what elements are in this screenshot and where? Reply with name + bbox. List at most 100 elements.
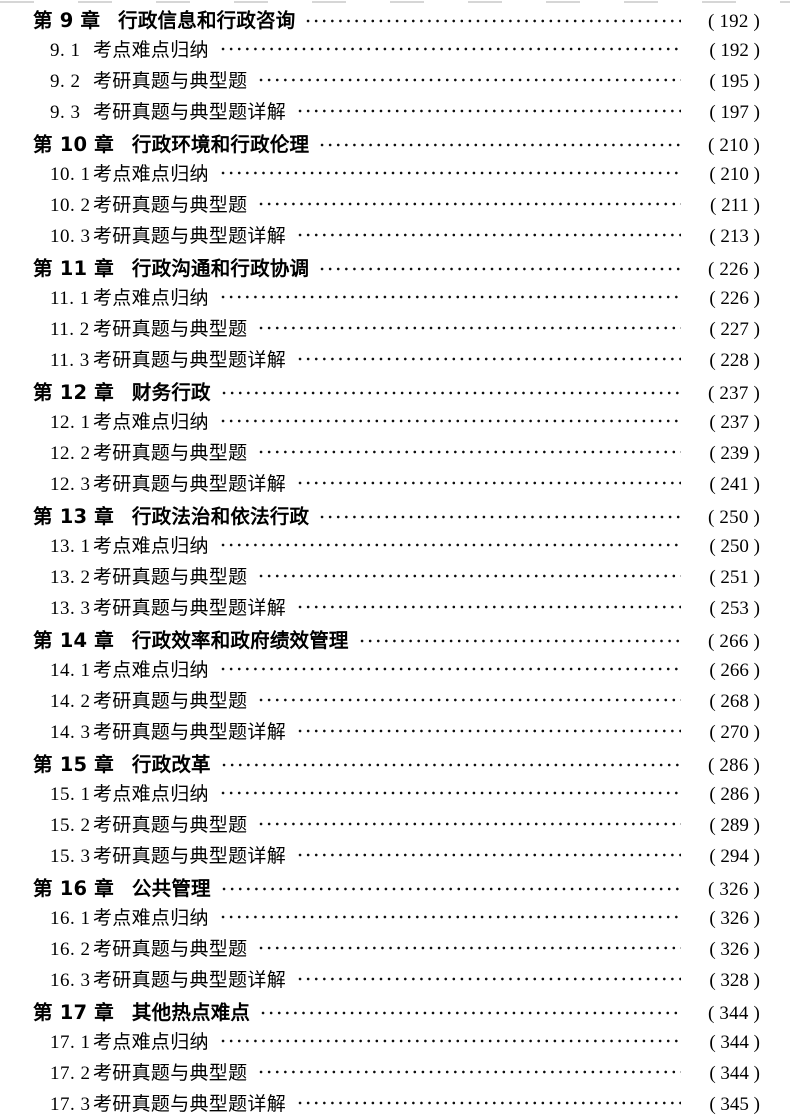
section-page-number: ( 268 ) xyxy=(709,691,760,712)
section-title: 考研真题与典型题详解 xyxy=(93,969,287,991)
dot-leader xyxy=(218,295,681,299)
section-title: 考研真题与典型题 xyxy=(93,70,248,92)
toc-section-row[interactable]: 10. 3 考研真题与典型题详解 ( 213 ) xyxy=(0,221,790,252)
section-title: 考研真题与典型题详解 xyxy=(93,101,287,123)
section-page-number: ( 270 ) xyxy=(709,722,760,743)
section-page-number: ( 237 ) xyxy=(709,412,760,433)
chapter-page-number: ( 192 ) xyxy=(707,11,760,32)
section-number: 9. 1 xyxy=(50,40,81,61)
toc-section-row[interactable]: 17. 3 考研真题与典型题详解 ( 345 ) xyxy=(0,1089,790,1120)
toc-section-row[interactable]: 13. 3 考研真题与典型题详解 ( 253 ) xyxy=(0,593,790,624)
section-title: 考研真题与典型题 xyxy=(93,690,248,712)
section-page-number: ( 251 ) xyxy=(709,567,760,588)
chapter-block: 第 12 章财务行政 ( 237 ) 12. 1 考点难点归纳 ( 237 ) 12. 2… xyxy=(0,376,790,500)
dot-leader xyxy=(257,698,681,702)
dot-leader xyxy=(219,763,681,767)
chapter-block: 第 14 章行政效率和政府绩效管理 ( 266 ) 14. 1 考点难点归纳 ( 266… xyxy=(0,624,790,748)
chapter-title: 行政改革 xyxy=(131,753,211,776)
toc-chapter-row[interactable]: 第 14 章行政效率和政府绩效管理 ( 266 ) xyxy=(0,624,790,655)
toc-section-row[interactable]: 14. 3 考研真题与典型题详解 ( 270 ) xyxy=(0,717,790,748)
section-number: 10. 3 xyxy=(50,226,91,247)
toc-section-row[interactable]: 17. 2 考研真题与典型题 ( 344 ) xyxy=(0,1058,790,1089)
section-page-number: ( 241 ) xyxy=(709,474,760,495)
toc-section-row[interactable]: 11. 3 考研真题与典型题详解 ( 228 ) xyxy=(0,345,790,376)
dot-leader xyxy=(257,946,681,950)
section-title: 考点难点归纳 xyxy=(93,535,209,557)
section-number: 16. 3 xyxy=(50,970,91,991)
section-title: 考研真题与典型题详解 xyxy=(93,473,287,495)
chapter-page-number: ( 250 ) xyxy=(707,507,760,528)
toc-section-row[interactable]: 9. 2 考研真题与典型题 ( 195 ) xyxy=(0,66,790,97)
toc-section-row[interactable]: 13. 1 考点难点归纳 ( 250 ) xyxy=(0,531,790,562)
section-title: 考研真题与典型题详解 xyxy=(93,721,287,743)
section-title: 考研真题与典型题 xyxy=(93,318,248,340)
chapter-page-number: ( 237 ) xyxy=(707,383,760,404)
toc-chapter-row[interactable]: 第 15 章行政改革 ( 286 ) xyxy=(0,748,790,779)
dot-leader xyxy=(218,915,681,919)
dot-leader xyxy=(296,481,681,485)
chapter-page-number: ( 344 ) xyxy=(707,1003,760,1024)
toc-section-row[interactable]: 15. 1 考点难点归纳 ( 286 ) xyxy=(0,779,790,810)
section-title: 考研真题与典型题 xyxy=(93,566,248,588)
dot-leader xyxy=(318,515,681,519)
chapter-page-number: ( 286 ) xyxy=(707,755,760,776)
chapter-number: 第 9 章 xyxy=(33,9,101,32)
toc-section-row[interactable]: 12. 3 考研真题与典型题详解 ( 241 ) xyxy=(0,469,790,500)
toc-section-row[interactable]: 10. 2 考研真题与典型题 ( 211 ) xyxy=(0,190,790,221)
toc-section-row[interactable]: 9. 3 考研真题与典型题详解 ( 197 ) xyxy=(0,97,790,128)
chapter-block: 第 11 章行政沟通和行政协调 ( 226 ) 11. 1 考点难点归纳 ( 226 )… xyxy=(0,252,790,376)
toc-chapter-row[interactable]: 第 10 章行政环境和行政伦理 ( 210 ) xyxy=(0,128,790,159)
toc-section-row[interactable]: 15. 2 考研真题与典型题 ( 289 ) xyxy=(0,810,790,841)
section-title: 考点难点归纳 xyxy=(93,783,209,805)
toc-section-row[interactable]: 16. 3 考研真题与典型题详解 ( 328 ) xyxy=(0,965,790,996)
section-page-number: ( 195 ) xyxy=(709,71,760,92)
section-title: 考点难点归纳 xyxy=(93,1031,209,1053)
section-page-number: ( 250 ) xyxy=(709,536,760,557)
section-page-number: ( 227 ) xyxy=(709,319,760,340)
section-page-number: ( 211 ) xyxy=(710,195,760,216)
toc-chapter-row[interactable]: 第 12 章财务行政 ( 237 ) xyxy=(0,376,790,407)
chapter-title: 财务行政 xyxy=(131,381,211,404)
section-title: 考研真题与典型题详解 xyxy=(93,349,287,371)
section-page-number: ( 192 ) xyxy=(709,40,760,61)
toc-chapter-row[interactable]: 第 11 章行政沟通和行政协调 ( 226 ) xyxy=(0,252,790,283)
toc-section-row[interactable]: 9. 1 考点难点归纳 ( 192 ) xyxy=(0,35,790,66)
toc-section-row[interactable]: 15. 3 考研真题与典型题详解 ( 294 ) xyxy=(0,841,790,872)
dot-leader xyxy=(259,1011,681,1015)
toc-chapter-row[interactable]: 第 16 章公共管理 ( 326 ) xyxy=(0,872,790,903)
section-page-number: ( 289 ) xyxy=(709,815,760,836)
chapter-page-number: ( 226 ) xyxy=(707,259,760,280)
toc-section-row[interactable]: 17. 1 考点难点归纳 ( 344 ) xyxy=(0,1027,790,1058)
toc-section-row[interactable]: 13. 2 考研真题与典型题 ( 251 ) xyxy=(0,562,790,593)
dot-leader xyxy=(257,574,681,578)
dot-leader xyxy=(257,78,681,82)
toc-section-row[interactable]: 11. 2 考研真题与典型题 ( 227 ) xyxy=(0,314,790,345)
toc-chapter-row[interactable]: 第 9 章行政信息和行政咨询 ( 192 ) xyxy=(0,4,790,35)
toc-section-row[interactable]: 11. 1 考点难点归纳 ( 226 ) xyxy=(0,283,790,314)
section-page-number: ( 228 ) xyxy=(709,350,760,371)
toc-section-row[interactable]: 10. 1 考点难点归纳 ( 210 ) xyxy=(0,159,790,190)
section-page-number: ( 286 ) xyxy=(709,784,760,805)
chapter-block: 第 17 章其他热点难点( 344 ) 17. 1 考点难点归纳( 344 ) 17.… xyxy=(0,996,790,1120)
toc-section-row[interactable]: 14. 1 考点难点归纳 ( 266 ) xyxy=(0,655,790,686)
dot-leader xyxy=(219,391,681,395)
toc-section-row[interactable]: 16. 2 考研真题与典型题 ( 326 ) xyxy=(0,934,790,965)
section-number: 13. 1 xyxy=(50,536,91,557)
toc-section-row[interactable]: 14. 2 考研真题与典型题 ( 268 ) xyxy=(0,686,790,717)
toc-chapter-row[interactable]: 第 17 章其他热点难点 ( 344 ) xyxy=(0,996,790,1027)
dot-leader xyxy=(304,19,681,23)
section-title: 考点难点归纳 xyxy=(93,163,209,185)
toc-chapter-row[interactable]: 第 13 章行政法治和依法行政 ( 250 ) xyxy=(0,500,790,531)
section-number: 10. 2 xyxy=(50,195,91,216)
dot-leader xyxy=(219,887,681,891)
toc-section-row[interactable]: 12. 2 考研真题与典型题 ( 239 ) xyxy=(0,438,790,469)
section-number: 13. 3 xyxy=(50,598,91,619)
section-page-number: ( 210 ) xyxy=(709,164,760,185)
section-title: 考点难点归纳 xyxy=(93,287,209,309)
section-number: 12. 3 xyxy=(50,474,91,495)
chapter-number: 第 17 章 xyxy=(33,1001,114,1024)
dot-leader xyxy=(218,667,681,671)
chapter-number: 第 11 章 xyxy=(33,257,114,280)
toc-section-row[interactable]: 16. 1 考点难点归纳 ( 326 ) xyxy=(0,903,790,934)
toc-section-row[interactable]: 12. 1 考点难点归纳 ( 237 ) xyxy=(0,407,790,438)
